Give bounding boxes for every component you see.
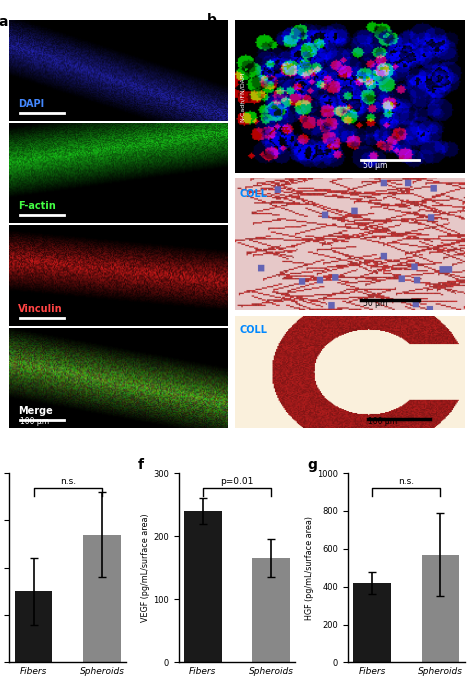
Text: f: f [138,458,144,472]
Y-axis label: HGF (pg/mL/surface area): HGF (pg/mL/surface area) [305,516,314,620]
Text: COLL: COLL [239,324,267,335]
Text: d: d [207,310,217,324]
Text: F-actin: F-actin [18,201,56,211]
Text: Merge: Merge [18,406,53,416]
Bar [184,511,222,662]
Text: 100 μm: 100 μm [20,417,50,427]
Bar [421,554,459,662]
Text: 50 μm: 50 μm [364,299,388,308]
Text: DAPI: DAPI [18,99,45,109]
Bar [83,535,121,662]
Text: n.s.: n.s. [398,477,414,486]
Text: p=0.01: p=0.01 [220,477,254,486]
Text: COLL: COLL [239,189,267,199]
Bar [353,583,391,662]
Text: b: b [207,13,217,26]
Bar [15,592,53,662]
Text: n.s.: n.s. [60,477,76,486]
Text: Vinculin: Vinculin [18,304,63,314]
Text: g: g [307,458,317,472]
Text: 100 μm: 100 μm [368,417,397,426]
Text: c: c [207,171,216,185]
Text: 50 μm: 50 μm [364,161,388,170]
Text: N-Cadh/FN/DAPI: N-Cadh/FN/DAPI [239,71,245,122]
Bar [252,558,290,662]
Y-axis label: VEGF (pg/mL/surface area): VEGF (pg/mL/surface area) [141,514,150,622]
Text: a: a [0,16,8,29]
